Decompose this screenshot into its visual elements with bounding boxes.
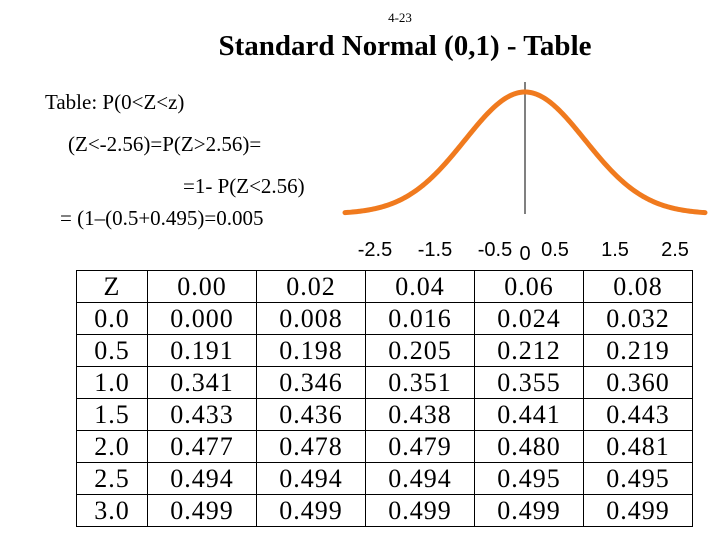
- header-col-5: 0.08: [583, 270, 693, 303]
- table-header-row: Z 0.00 0.02 0.04 0.06 0.08: [76, 270, 693, 303]
- x-tick-labels: -2.5 -1.5 -0.5 0 0.5 1.5 2.5: [358, 239, 689, 265]
- header-col-1: 0.00: [147, 270, 257, 303]
- probability-cell: 0.481: [583, 430, 693, 463]
- probability-cell: 0.494: [365, 462, 475, 495]
- probability-cell: 0.205: [365, 334, 475, 367]
- probability-cell: 0.360: [583, 366, 693, 399]
- probability-cell: 0.219: [583, 334, 693, 367]
- probability-cell: 0.441: [474, 398, 584, 431]
- probability-cell: 0.499: [256, 494, 366, 527]
- header-z: Z: [76, 270, 148, 303]
- slide-title: Standard Normal (0,1) - Table: [218, 30, 592, 62]
- normal-curve-svg: -2.5 -1.5 -0.5 0 0.5 1.5 2.5: [342, 82, 708, 265]
- tail-probability-text: (Z<-2.56)=P(Z>2.56)=: [68, 132, 262, 156]
- x-tick-label: 1.5: [601, 239, 629, 261]
- probability-cell: 0.355: [474, 366, 584, 399]
- probability-cell: 0.341: [147, 366, 257, 399]
- x-tick-label: -0.5: [478, 239, 512, 261]
- probability-cell: 0.000: [147, 302, 257, 335]
- table-row: 0.0 0.000 0.008 0.016 0.024 0.032: [76, 302, 693, 335]
- probability-cell: 0.499: [365, 494, 475, 527]
- z-value-cell: 2.0: [76, 430, 148, 463]
- page-number: 4-23: [388, 10, 412, 25]
- table-row: 2.0 0.477 0.478 0.479 0.480 0.481: [76, 430, 693, 463]
- table-row: 0.5 0.191 0.198 0.205 0.212 0.219: [76, 334, 693, 367]
- probability-cell: 0.191: [147, 334, 257, 367]
- normal-curve-figure: -2.5 -1.5 -0.5 0 0.5 1.5 2.5: [340, 78, 710, 274]
- x-tick-label: -1.5: [418, 239, 452, 261]
- probability-cell: 0.212: [474, 334, 584, 367]
- z-value-cell: 2.5: [76, 462, 148, 495]
- z-value-cell: 1.5: [76, 398, 148, 431]
- probability-cell: 0.494: [256, 462, 366, 495]
- probability-cell: 0.032: [583, 302, 693, 335]
- probability-cell: 0.351: [365, 366, 475, 399]
- x-tick-label: 0.5: [541, 239, 569, 261]
- probability-cell: 0.499: [583, 494, 693, 527]
- result-text: = (1–(0.5+0.495)=0.005: [60, 206, 264, 230]
- x-tick-label: 2.5: [661, 239, 689, 261]
- z-value-cell: 1.0: [76, 366, 148, 399]
- probability-cell: 0.008: [256, 302, 366, 335]
- z-value-cell: 0.0: [76, 302, 148, 335]
- probability-cell: 0.479: [365, 430, 475, 463]
- normal-curve-line: [342, 89, 708, 216]
- probability-cell: 0.436: [256, 398, 366, 431]
- z-table: Z 0.00 0.02 0.04 0.06 0.08 0.0 0.000 0.008 0.016…: [76, 270, 693, 527]
- table-row: 2.5 0.494 0.494 0.494 0.495 0.495: [76, 462, 693, 495]
- probability-cell: 0.024: [474, 302, 584, 335]
- z-value-cell: 3.0: [76, 494, 148, 527]
- table-row: 1.0 0.341 0.346 0.351 0.355 0.360: [76, 366, 693, 399]
- header-col-3: 0.04: [365, 270, 475, 303]
- x-tick-label: 0: [519, 243, 530, 265]
- probability-cell: 0.346: [256, 366, 366, 399]
- probability-cell: 0.438: [365, 398, 475, 431]
- probability-cell: 0.499: [147, 494, 257, 527]
- table-row: 3.0 0.499 0.499 0.499 0.499 0.499: [76, 494, 693, 527]
- table-definition-text: Table: P(0<Z<z): [45, 90, 185, 114]
- probability-cell: 0.478: [256, 430, 366, 463]
- probability-cell: 0.477: [147, 430, 257, 463]
- table-row: 1.5 0.433 0.436 0.438 0.441 0.443: [76, 398, 693, 431]
- probability-cell: 0.480: [474, 430, 584, 463]
- probability-cell: 0.495: [474, 462, 584, 495]
- probability-cell: 0.443: [583, 398, 693, 431]
- header-col-2: 0.02: [256, 270, 366, 303]
- probability-cell: 0.494: [147, 462, 257, 495]
- z-value-cell: 0.5: [76, 334, 148, 367]
- table-body: 0.0 0.000 0.008 0.016 0.024 0.032 0.5 0.191 0.19…: [76, 302, 693, 527]
- probability-cell: 0.499: [474, 494, 584, 527]
- complement-text: =1- P(Z<2.56): [183, 174, 305, 198]
- probability-cell: 0.198: [256, 334, 366, 367]
- probability-cell: 0.016: [365, 302, 475, 335]
- probability-cell: 0.495: [583, 462, 693, 495]
- x-tick-label: -2.5: [358, 239, 392, 261]
- header-col-4: 0.06: [474, 270, 584, 303]
- probability-cell: 0.433: [147, 398, 257, 431]
